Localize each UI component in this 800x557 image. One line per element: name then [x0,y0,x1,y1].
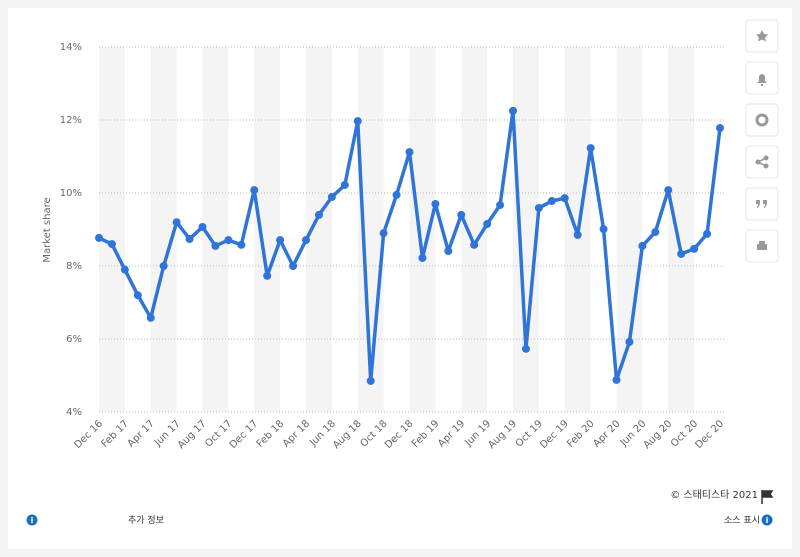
point [276,236,285,245]
point [237,240,246,249]
info-glyph: i [31,516,34,525]
point [521,344,530,353]
y-tick-label: 4% [66,407,82,418]
point [573,230,582,239]
y-tick-label: 14% [60,42,82,53]
show-source[interactable]: 소스 표시 [724,515,760,526]
point [470,240,479,249]
flag-icon [761,490,774,504]
notify-button[interactable] [745,61,779,95]
band [254,47,281,412]
point [716,124,724,133]
point [327,193,336,202]
more-info[interactable]: 추가 정보 [128,515,164,526]
point [120,265,129,274]
point [483,220,492,229]
point [146,313,155,322]
share-button[interactable] [745,145,779,179]
point [418,253,427,262]
point [444,247,453,256]
point [133,291,142,300]
copyright: © 스태티스타 2021 [670,489,758,501]
point [638,241,647,250]
band [513,47,539,412]
point [95,233,103,242]
band [99,47,125,412]
point [392,190,401,199]
point [379,229,388,238]
card [8,8,792,549]
y-tick-label: 8% [66,261,82,272]
y-axis-title: Market share [42,197,53,262]
band [668,47,695,412]
star-button[interactable] [745,19,779,53]
point [431,199,440,208]
point [107,240,116,249]
y-tick-label: 10% [60,188,82,199]
point [302,236,310,245]
source-icon[interactable] [761,514,773,526]
point [599,225,608,234]
point [457,210,466,219]
point [534,203,543,212]
band [150,47,177,412]
point [625,337,634,346]
band [409,47,436,412]
point [664,186,673,195]
point [289,262,298,270]
band [202,47,229,412]
band [616,47,643,412]
point [509,106,517,115]
point [263,271,272,280]
point [366,376,375,385]
point [211,241,220,250]
point [198,222,207,231]
point [405,148,414,157]
settings-button[interactable] [745,103,779,137]
point [185,234,194,243]
y-tick-label: 12% [60,115,82,126]
point [612,375,621,384]
info-icon[interactable] [26,514,38,526]
point [353,117,362,126]
point [560,194,569,203]
y-tick-label: 6% [66,334,82,345]
point [159,262,168,270]
point [172,218,181,227]
point [586,144,595,153]
point [340,180,349,189]
point [651,228,660,237]
point [690,244,699,253]
point [496,201,505,210]
point [314,210,323,219]
info-glyph: i [766,516,769,525]
point [224,236,233,245]
point [250,186,259,195]
point [677,249,686,258]
print-button[interactable] [745,229,779,263]
point [547,197,556,206]
cite-button[interactable] [745,187,779,221]
point [703,229,712,238]
